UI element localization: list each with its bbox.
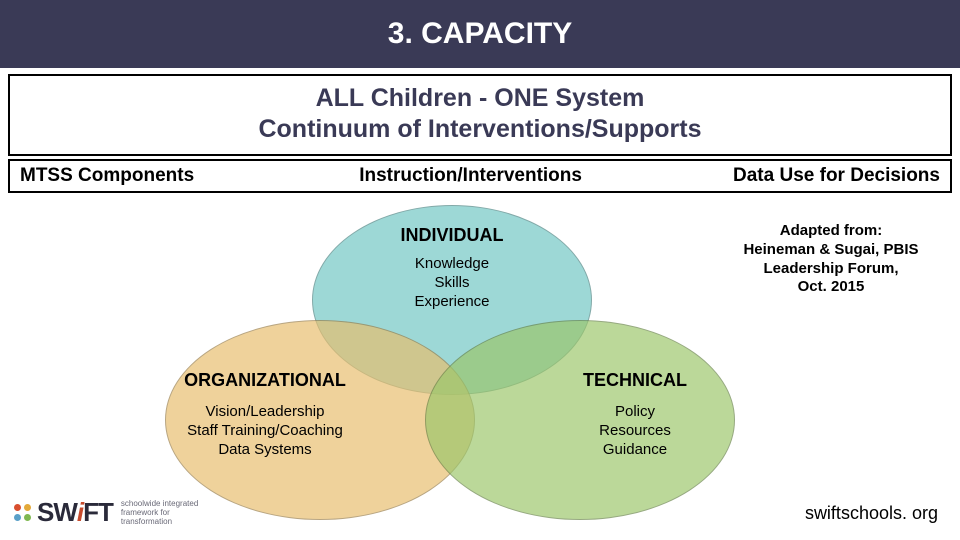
logo-dot <box>14 504 21 511</box>
website-url: swiftschools. org <box>805 503 938 524</box>
component-mtss: MTSS Components <box>10 165 292 187</box>
logo-tagline: schoolwide integrated framework for tran… <box>121 499 211 527</box>
venn-items-technical: Policy Resources Guidance <box>520 403 750 459</box>
attribution-line: Oct. 2015 <box>726 278 936 297</box>
attribution-line: Adapted from: <box>726 222 936 241</box>
logo-dot <box>24 504 31 511</box>
venn-item: Resources <box>520 422 750 441</box>
logo-dots-icon <box>14 504 31 521</box>
venn-item: Guidance <box>520 441 750 460</box>
venn-item: Vision/Leadership <box>150 403 380 422</box>
title-bar: 3. CAPACITY <box>0 0 960 68</box>
attribution-text: Adapted from: Heineman & Sugai, PBIS Lea… <box>726 222 936 297</box>
subtitle-line-2: Continuum of Interventions/Supports <box>10 115 950 144</box>
attribution-line: Leadership Forum, <box>726 260 936 279</box>
venn-item: Staff Training/Coaching <box>150 422 380 441</box>
logo-brand-text: SWiFT <box>37 497 113 528</box>
venn-label-organizational: ORGANIZATIONAL <box>150 370 380 391</box>
venn-label-technical: TECHNICAL <box>520 370 750 391</box>
venn-items-organizational: Vision/Leadership Staff Training/Coachin… <box>150 403 380 459</box>
subtitle-line-1: ALL Children - ONE System <box>10 84 950 113</box>
component-instruction: Instruction/Interventions <box>292 165 649 187</box>
swift-logo: SWiFT schoolwide integrated framework fo… <box>14 497 211 528</box>
logo-mark: SWiFT <box>14 497 113 528</box>
logo-dot <box>14 514 21 521</box>
component-data-use: Data Use for Decisions <box>649 165 950 187</box>
venn-item: Data Systems <box>150 441 380 460</box>
attribution-line: Heineman & Sugai, PBIS <box>726 241 936 260</box>
venn-item: Policy <box>520 403 750 422</box>
page-title: 3. CAPACITY <box>388 17 572 51</box>
mtss-components-row: MTSS Components Instruction/Intervention… <box>8 159 952 193</box>
logo-dot <box>24 514 31 521</box>
subtitle-box: ALL Children - ONE System Continuum of I… <box>8 74 952 156</box>
